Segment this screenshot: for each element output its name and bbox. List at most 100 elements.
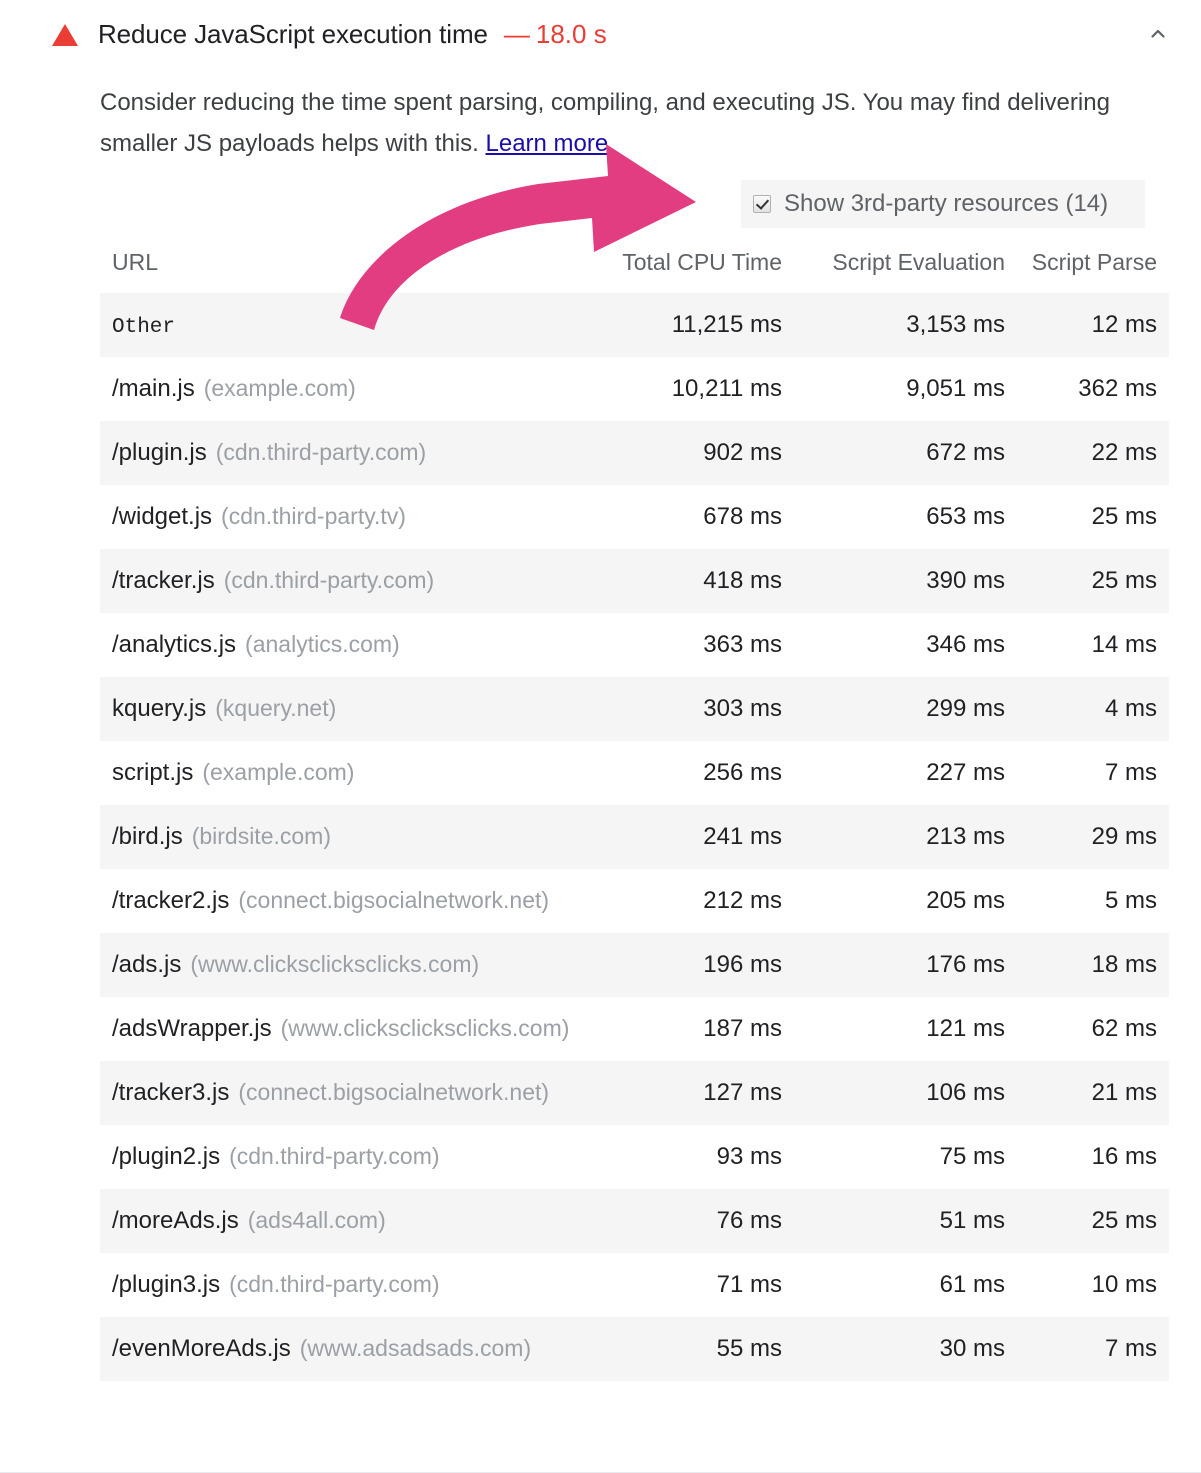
- resource-host: (www.clicksclicksclicks.com): [280, 1015, 570, 1041]
- cell-total-cpu-time: 93 ms: [716, 1143, 782, 1170]
- column-header-script-parse[interactable]: Script Parse: [1031, 249, 1157, 275]
- cell-script-evaluation: 227 ms: [926, 759, 1005, 786]
- cell-total-cpu-time: 902 ms: [612, 421, 782, 485]
- resource-host: (cdn.third-party.com): [223, 567, 435, 593]
- resource-name: /tracker2.js: [112, 887, 230, 914]
- cell-url: /moreAds.js (ads4all.com): [100, 1189, 612, 1253]
- cell-script-parse: 7 ms: [1005, 1317, 1169, 1381]
- cell-script-parse: 25 ms: [1005, 549, 1169, 613]
- cell-total-cpu-time: 363 ms: [703, 631, 782, 658]
- cell-total-cpu-time: 76 ms: [612, 1189, 782, 1253]
- cell-url: /tracker2.js (connect.bigsocialnetwork.ne…: [100, 869, 612, 933]
- cell-script-evaluation: 213 ms: [782, 805, 1005, 869]
- cell-total-cpu-time: 241 ms: [612, 805, 782, 869]
- table-row: /bird.js (birdsite.com) 241 ms 213 ms 29 ms: [100, 805, 1169, 869]
- cell-url: kquery.js (kquery.net): [100, 677, 612, 741]
- cell-script-evaluation: 672 ms: [782, 421, 1005, 485]
- cell-script-parse: 16 ms: [1091, 1143, 1157, 1170]
- resource-host: (www.adsadsads.com): [299, 1335, 532, 1361]
- resource-name: /main.js: [112, 375, 195, 402]
- cell-url: /ads.js (www.clicksclicksclicks.com): [100, 933, 612, 997]
- show-3rd-party-resources-row[interactable]: Show 3rd-party resources (14): [741, 180, 1145, 228]
- table-row: /plugin.js (cdn.third-party.com) 902 ms 672…: [100, 421, 1169, 485]
- cell-script-parse: 7 ms: [1104, 759, 1157, 786]
- cell-total-cpu-time: 303 ms: [612, 677, 782, 741]
- cell-total-cpu-time: 678 ms: [703, 503, 782, 530]
- fail-triangle-icon: [52, 24, 78, 46]
- cell-script-parse: 25 ms: [1005, 1189, 1169, 1253]
- cell-url: /analytics.js (analytics.com): [100, 613, 612, 677]
- resource-name: /widget.js: [112, 503, 213, 530]
- cell-url: /bird.js (birdsite.com): [100, 805, 612, 869]
- cell-total-cpu-time: 256 ms: [703, 759, 782, 786]
- description-text: Consider reducing the time spent parsing…: [100, 89, 1110, 157]
- table-header: URL Total CPU Time Script Evaluation Scr…: [100, 245, 1169, 293]
- resource-host: (ads4all.com): [247, 1207, 386, 1233]
- cell-script-evaluation: 205 ms: [926, 887, 1005, 914]
- cell-total-cpu-time: 196 ms: [612, 933, 782, 997]
- resource-host: (www.clicksclicksclicks.com): [190, 951, 480, 977]
- audit-header[interactable]: Reduce JavaScript execution time — 18.0 …: [0, 0, 1201, 68]
- resource-name: kquery.js: [112, 695, 207, 722]
- cell-script-evaluation: 176 ms: [782, 933, 1005, 997]
- cell-total-cpu-time: 71 ms: [716, 1271, 782, 1298]
- cell-script-evaluation: 390 ms: [782, 549, 1005, 613]
- cell-url: /plugin3.js (cdn.third-party.com): [100, 1253, 612, 1317]
- table-row: script.js (example.com) 256 ms 227 ms 7 ms: [100, 741, 1169, 805]
- chevron-up-icon[interactable]: [1141, 17, 1175, 51]
- cell-script-evaluation: 9,051 ms: [906, 375, 1005, 402]
- resource-host: (birdsite.com): [191, 823, 331, 849]
- resource-name: /analytics.js: [112, 631, 237, 658]
- learn-more-link[interactable]: Learn more: [485, 130, 609, 157]
- cell-script-parse: 62 ms: [1091, 1015, 1157, 1042]
- column-header-url[interactable]: URL: [112, 249, 159, 275]
- cell-script-evaluation: 51 ms: [782, 1189, 1005, 1253]
- resource-name: /adsWrapper.js: [112, 1015, 272, 1042]
- cell-total-cpu-time: 212 ms: [703, 887, 782, 914]
- resource-host: (cdn.third-party.com): [229, 1143, 440, 1169]
- column-header-total-cpu-time[interactable]: Total CPU Time: [622, 249, 782, 275]
- resource-name: /plugin.js: [112, 439, 207, 466]
- resource-name: /tracker3.js: [112, 1079, 230, 1106]
- show-3rd-party-resources-checkbox[interactable]: [753, 195, 771, 213]
- cell-script-evaluation: 30 ms: [782, 1317, 1005, 1381]
- cell-script-evaluation: 75 ms: [939, 1143, 1005, 1170]
- cell-total-cpu-time: 10,211 ms: [671, 375, 782, 402]
- table-row: /main.js (example.com) 10,211 ms 9,051 ms 36…: [100, 357, 1169, 421]
- resource-name: /plugin2.js: [112, 1143, 221, 1170]
- cell-total-cpu-time: 55 ms: [612, 1317, 782, 1381]
- audit-description: Consider reducing the time spent parsing…: [100, 82, 1110, 164]
- resource-name: /ads.js: [112, 951, 182, 978]
- cell-script-parse: 21 ms: [1005, 1061, 1169, 1125]
- metric-separator: —: [503, 18, 530, 49]
- cell-url: /widget.js (cdn.third-party.tv): [100, 485, 612, 549]
- cell-url: /main.js (example.com): [100, 357, 612, 421]
- cell-url: /adsWrapper.js (www.clicksclicksclicks.co…: [100, 997, 612, 1061]
- resource-name: /bird.js: [112, 823, 183, 850]
- resource-host: (cdn.third-party.com): [215, 439, 427, 465]
- cell-script-parse: 22 ms: [1005, 421, 1169, 485]
- cell-script-parse: 10 ms: [1091, 1271, 1157, 1298]
- table-row: /moreAds.js (ads4all.com) 76 ms 51 ms 25 ms: [100, 1189, 1169, 1253]
- column-header-script-evaluation[interactable]: Script Evaluation: [832, 249, 1005, 275]
- cell-script-parse: 25 ms: [1091, 503, 1157, 530]
- table-row: /tracker2.js (connect.bigsocialnetwork.ne…: [100, 869, 1169, 933]
- metric-value: 18.0 s: [535, 18, 607, 49]
- cell-url: script.js (example.com): [100, 741, 612, 805]
- description-text-end: .: [608, 130, 615, 157]
- table-row: /widget.js (cdn.third-party.tv) 678 ms 653 …: [100, 485, 1169, 549]
- cell-script-parse: 29 ms: [1005, 805, 1169, 869]
- cell-script-evaluation: 121 ms: [926, 1015, 1005, 1042]
- resource-name: /plugin3.js: [112, 1271, 221, 1298]
- cell-script-evaluation: 299 ms: [782, 677, 1005, 741]
- cell-total-cpu-time: 127 ms: [612, 1061, 782, 1125]
- cell-script-parse: 4 ms: [1005, 677, 1169, 741]
- cell-script-evaluation: 61 ms: [939, 1271, 1005, 1298]
- cell-script-parse: 362 ms: [1078, 375, 1157, 402]
- cell-url: /plugin2.js (cdn.third-party.com): [100, 1125, 612, 1189]
- cell-total-cpu-time: 187 ms: [703, 1015, 782, 1042]
- cell-script-evaluation: 346 ms: [926, 631, 1005, 658]
- table-row: /adsWrapper.js (www.clicksclicksclicks.co…: [100, 997, 1169, 1061]
- resource-host: (example.com): [203, 375, 356, 401]
